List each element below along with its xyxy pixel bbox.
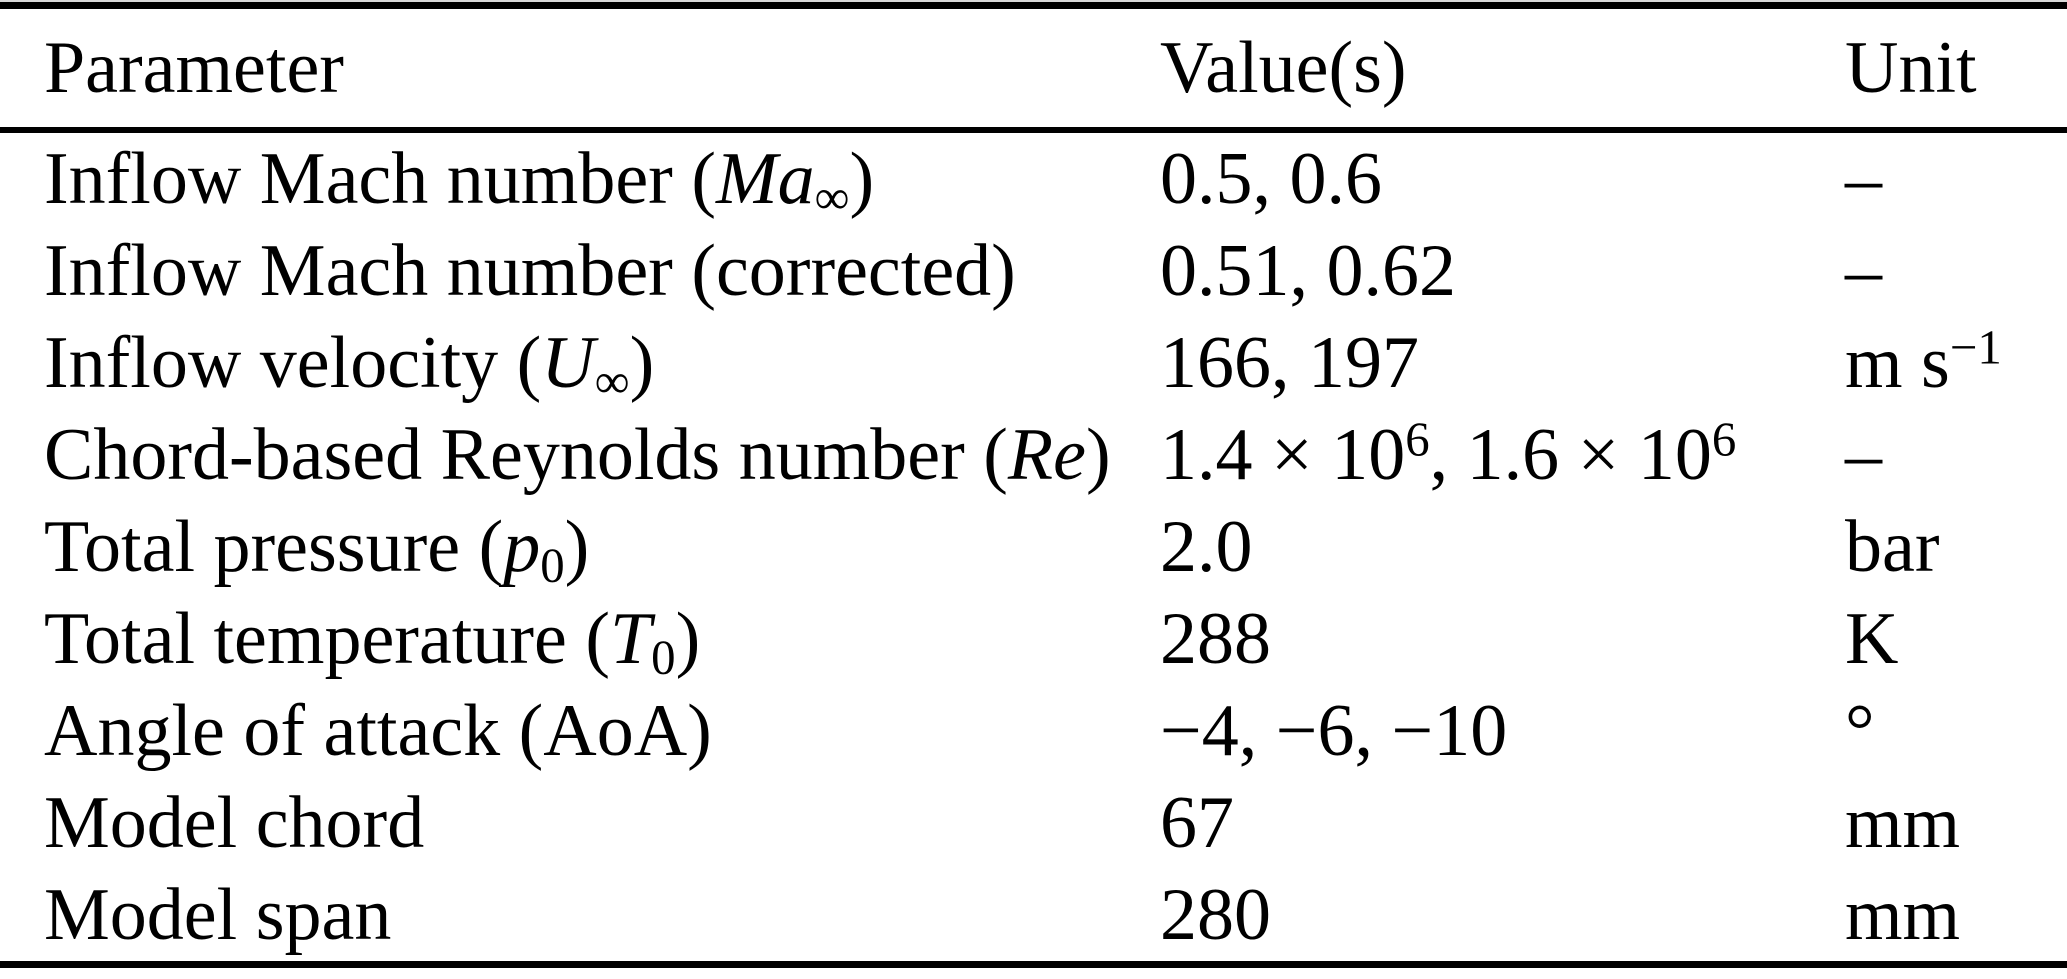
value-cell: 288 <box>1160 593 1845 685</box>
col-header-unit: Unit <box>1845 9 2067 133</box>
text-run: −1 <box>1949 319 2002 375</box>
unit-cell: – <box>1845 409 2067 501</box>
parameters-table: Parameter Value(s) Unit Inflow Mach numb… <box>0 9 2067 961</box>
text-run: 0 <box>651 629 676 685</box>
table-row: Model chord 67 mm <box>0 777 2067 869</box>
table-row: Inflow Mach number (corrected) 0.51, 0.6… <box>0 225 2067 317</box>
unit-cell: K <box>1845 593 2067 685</box>
text-run: ° <box>1845 690 1875 772</box>
table-row: Angle of attack (AoA) −4, −6, −10 ° <box>0 685 2067 777</box>
text-run: Total pressure ( <box>44 506 504 588</box>
text-run: ) <box>849 138 875 220</box>
text-run: – <box>1845 230 1882 312</box>
text-run: – <box>1845 138 1882 220</box>
parameter-cell: Inflow Mach number (corrected) <box>0 225 1160 317</box>
unit-cell: ° <box>1845 685 2067 777</box>
table-bottom-rule <box>0 961 2067 968</box>
text-run: Model span <box>44 874 392 956</box>
text-run: p <box>503 506 541 588</box>
table-row: Chord-based Reynolds number (Re) 1.4 × 1… <box>0 409 2067 501</box>
value-cell: 1.4 × 106, 1.6 × 106 <box>1160 409 1845 501</box>
text-run: 280 <box>1160 874 1271 956</box>
text-run: ∞ <box>594 353 630 409</box>
text-run: ) <box>629 322 655 404</box>
parameter-cell: Total pressure (p0) <box>0 501 1160 593</box>
text-run: Model chord <box>44 782 425 864</box>
text-run: ) <box>1085 414 1111 496</box>
col-header-values: Value(s) <box>1160 9 1845 133</box>
value-cell: 0.5, 0.6 <box>1160 130 1845 225</box>
table-body: Inflow Mach number (Ma∞) 0.5, 0.6 – Infl… <box>0 130 2067 961</box>
parameter-cell: Total temperature (T0) <box>0 593 1160 685</box>
text-run: Inflow Mach number (corrected) <box>44 230 1016 312</box>
parameter-cell: Inflow velocity (U∞) <box>0 317 1160 409</box>
text-run: 0.51, 0.62 <box>1160 230 1456 312</box>
text-run: 2.0 <box>1160 506 1253 588</box>
parameter-cell: Inflow Mach number (Ma∞) <box>0 130 1160 225</box>
table-row: Total temperature (T0) 288 K <box>0 593 2067 685</box>
text-run: Inflow velocity ( <box>44 322 542 404</box>
value-cell: 67 <box>1160 777 1845 869</box>
text-run: Total temperature ( <box>44 598 610 680</box>
text-run: Chord-based Reynolds number ( <box>44 414 1008 496</box>
table-row: Inflow Mach number (Ma∞) 0.5, 0.6 – <box>0 130 2067 225</box>
unit-cell: m s−1 <box>1845 317 2067 409</box>
parameter-cell: Model span <box>0 869 1160 961</box>
unit-cell: bar <box>1845 501 2067 593</box>
table-row: Total pressure (p0) 2.0 bar <box>0 501 2067 593</box>
page-top-edge <box>0 0 2067 2</box>
text-run: mm <box>1845 782 1961 864</box>
parameter-cell: Chord-based Reynolds number (Re) <box>0 409 1160 501</box>
value-cell: 2.0 <box>1160 501 1845 593</box>
text-run: 6 <box>1711 411 1737 467</box>
table-row: Inflow velocity (U∞) 166, 197 m s−1 <box>0 317 2067 409</box>
text-run: 166, 197 <box>1160 322 1419 404</box>
text-run: U <box>541 322 595 404</box>
col-header-parameter: Parameter <box>0 9 1160 133</box>
text-run: ) <box>675 598 701 680</box>
text-run: – <box>1845 414 1882 496</box>
text-run: 288 <box>1160 598 1271 680</box>
unit-cell: – <box>1845 130 2067 225</box>
text-run: 67 <box>1160 782 1234 864</box>
unit-cell: mm <box>1845 869 2067 961</box>
value-cell: 166, 197 <box>1160 317 1845 409</box>
text-run: bar <box>1845 506 1940 588</box>
table-top-rule <box>0 2 2067 9</box>
text-run: ) <box>564 506 590 588</box>
text-run: Angle of attack (AoA) <box>44 690 712 772</box>
unit-cell: mm <box>1845 777 2067 869</box>
text-run: −4, −6, −10 <box>1160 690 1508 772</box>
unit-cell: – <box>1845 225 2067 317</box>
parameter-cell: Angle of attack (AoA) <box>0 685 1160 777</box>
text-run: Ma <box>715 138 815 220</box>
value-cell: 280 <box>1160 869 1845 961</box>
text-run: Re <box>1007 414 1086 496</box>
text-run: 0 <box>540 537 565 593</box>
text-run: ∞ <box>814 169 850 225</box>
text-run: m s <box>1845 322 1950 404</box>
value-cell: 0.51, 0.62 <box>1160 225 1845 317</box>
text-run: , 1.6 × 10 <box>1429 414 1712 496</box>
value-cell: −4, −6, −10 <box>1160 685 1845 777</box>
text-run: T <box>609 598 652 680</box>
parameter-cell: Model chord <box>0 777 1160 869</box>
text-run: K <box>1845 598 1899 680</box>
text-run: mm <box>1845 874 1961 956</box>
text-run: 0.5, 0.6 <box>1160 138 1382 220</box>
text-run: 1.4 × 10 <box>1160 414 1406 496</box>
text-run: 6 <box>1405 411 1430 467</box>
header-row: Parameter Value(s) Unit <box>0 9 2067 133</box>
table-row: Model span 280 mm <box>0 869 2067 961</box>
text-run: Inflow Mach number ( <box>44 138 716 220</box>
